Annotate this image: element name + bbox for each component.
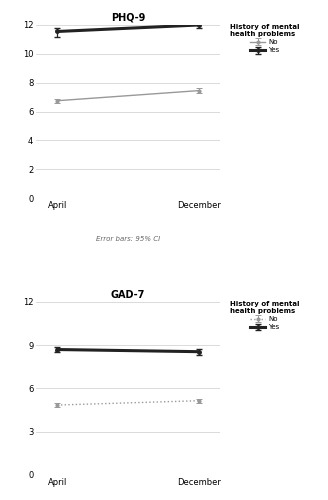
Title: GAD-7: GAD-7 bbox=[111, 290, 145, 300]
Text: Error bars: 95% CI: Error bars: 95% CI bbox=[96, 236, 160, 242]
Title: PHQ-9: PHQ-9 bbox=[111, 13, 145, 23]
Legend: No, Yes: No, Yes bbox=[227, 298, 302, 333]
Legend: No, Yes: No, Yes bbox=[227, 22, 302, 56]
